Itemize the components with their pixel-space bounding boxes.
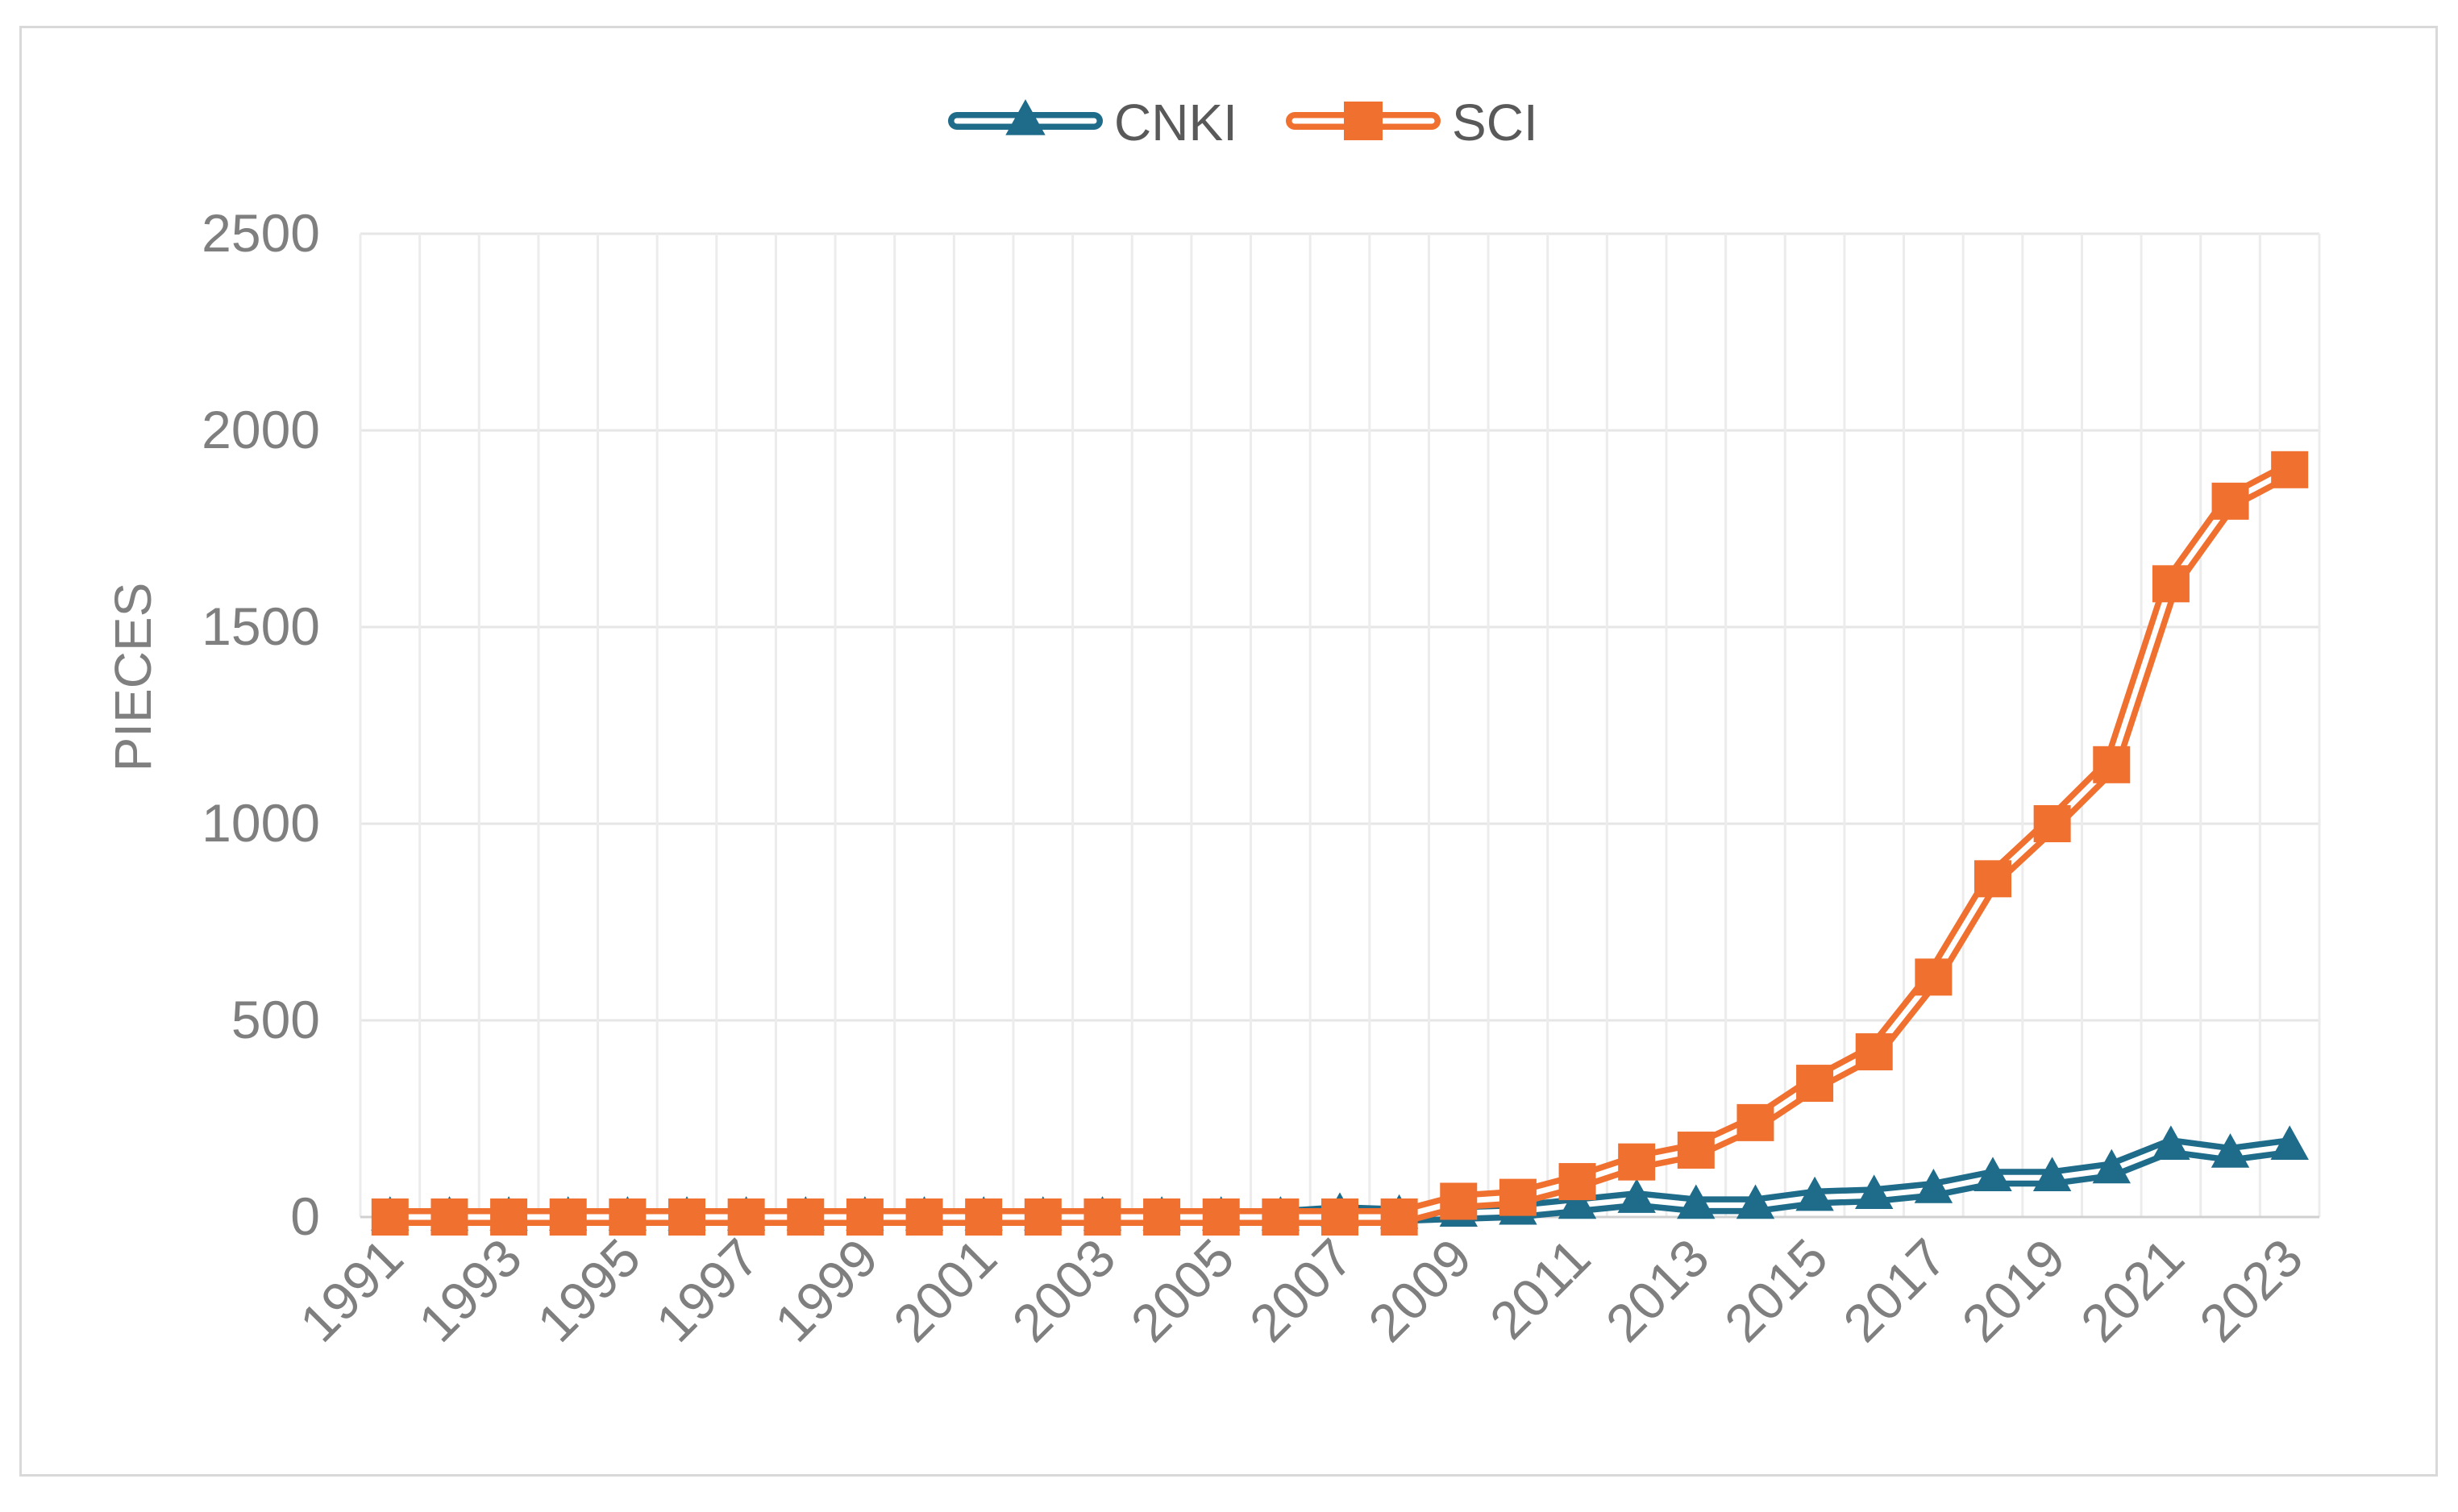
legend-label-cnki: CNKI xyxy=(1114,93,1237,152)
data-point-cnki xyxy=(1914,1169,1953,1203)
legend-item-sci: SCI xyxy=(1286,93,1538,152)
series-sci xyxy=(371,451,2309,1236)
data-point-cnki xyxy=(1558,1184,1597,1219)
y-tick-label: 1000 xyxy=(202,793,320,853)
y-axis-ticks: 0 500 1000 1500 2000 2500 xyxy=(202,203,320,1246)
data-point-cnki xyxy=(1795,1176,1834,1211)
data-point-cnki xyxy=(2211,1133,2250,1168)
data-point-sci xyxy=(905,1198,943,1236)
x-axis-ticks: 1991199319951997199920012003200520072009… xyxy=(289,1227,2315,1353)
x-tick-label: 2005 xyxy=(1119,1227,1245,1353)
data-point-sci xyxy=(2152,565,2190,603)
x-tick-label: 1997 xyxy=(644,1227,770,1353)
y-tick-label: 500 xyxy=(231,990,320,1049)
y-tick-label: 2500 xyxy=(202,203,320,263)
data-point-sci xyxy=(1499,1178,1537,1216)
x-tick-label: 2017 xyxy=(1832,1227,1957,1353)
data-point-sci xyxy=(1380,1198,1418,1236)
x-tick-label: 1995 xyxy=(526,1227,651,1353)
data-point-cnki xyxy=(1973,1157,2012,1191)
data-point-cnki xyxy=(2032,1157,2072,1191)
x-tick-label: 2003 xyxy=(1000,1227,1126,1353)
legend: CNKI SCI xyxy=(948,93,1538,152)
x-tick-label: 2023 xyxy=(2188,1227,2314,1353)
data-point-sci xyxy=(1618,1143,1656,1181)
data-point-sci xyxy=(1321,1198,1358,1236)
data-point-cnki xyxy=(2270,1125,2309,1160)
x-tick-label: 2021 xyxy=(2069,1227,2195,1353)
data-point-sci xyxy=(1677,1132,1715,1169)
data-point-cnki xyxy=(1677,1184,1716,1219)
data-point-sci xyxy=(490,1198,528,1236)
x-tick-label: 2007 xyxy=(1238,1227,1364,1353)
x-tick-label: 2013 xyxy=(1595,1227,1720,1353)
data-point-sci xyxy=(1974,860,2011,898)
x-tick-label: 2011 xyxy=(1479,1227,1602,1351)
y-tick-label: 0 xyxy=(290,1186,320,1246)
x-tick-label: 1993 xyxy=(407,1227,533,1353)
data-point-sci xyxy=(2033,805,2071,842)
legend-marker-cnki xyxy=(1005,99,1046,135)
series xyxy=(371,451,2309,1236)
data-point-sci xyxy=(1558,1163,1596,1201)
data-point-sci xyxy=(1262,1198,1300,1236)
data-point-sci xyxy=(1915,958,1953,996)
data-point-sci xyxy=(1796,1065,1834,1103)
data-point-sci xyxy=(1440,1182,1478,1220)
data-point-sci xyxy=(1855,1033,1893,1071)
data-point-cnki xyxy=(1736,1184,1775,1219)
x-tick-label: 2009 xyxy=(1357,1227,1483,1353)
series-sci-line-outer xyxy=(381,460,2299,1226)
data-point-sci xyxy=(846,1198,884,1236)
line-chart: 0 500 1000 1500 2000 2500 1991199319951997199… xyxy=(104,93,2321,1353)
data-point-sci xyxy=(1024,1198,1062,1236)
data-point-sci xyxy=(787,1198,825,1236)
x-tick-label: 2001 xyxy=(882,1227,1008,1353)
x-tick-label: 2015 xyxy=(1713,1227,1839,1353)
data-point-sci xyxy=(371,1198,409,1236)
data-point-sci xyxy=(609,1198,647,1236)
data-point-sci xyxy=(668,1198,705,1236)
data-point-sci xyxy=(965,1198,1003,1236)
data-point-sci xyxy=(549,1198,587,1236)
series-sci-line-inner xyxy=(387,467,2293,1220)
y-tick-label: 1500 xyxy=(202,596,320,656)
data-point-cnki xyxy=(2092,1149,2131,1184)
x-tick-label: 2019 xyxy=(1950,1227,2076,1353)
legend-label-sci: SCI xyxy=(1452,93,1538,152)
data-point-cnki xyxy=(1855,1174,1894,1209)
data-point-sci xyxy=(1083,1198,1121,1236)
data-point-sci xyxy=(2093,746,2131,783)
grid xyxy=(359,232,2321,1219)
legend-marker-sci xyxy=(1344,102,1383,140)
data-point-sci xyxy=(2271,451,2309,488)
y-tick-label: 2000 xyxy=(202,400,320,459)
y-axis-title: PIECES xyxy=(104,583,162,772)
data-point-cnki xyxy=(2152,1125,2190,1160)
data-point-sci xyxy=(430,1198,468,1236)
data-point-sci xyxy=(1736,1103,1774,1141)
chart-frame: 0 500 1000 1500 2000 2500 1991 1993 1995 1997 199… xyxy=(19,26,2438,1477)
x-tick-label: 1999 xyxy=(763,1227,889,1353)
data-point-sci xyxy=(1202,1198,1240,1236)
data-point-sci xyxy=(2211,482,2249,520)
data-point-sci xyxy=(1143,1198,1181,1236)
data-point-cnki xyxy=(1617,1178,1656,1213)
data-point-sci xyxy=(727,1198,765,1236)
legend-item-cnki: CNKI xyxy=(948,93,1237,152)
